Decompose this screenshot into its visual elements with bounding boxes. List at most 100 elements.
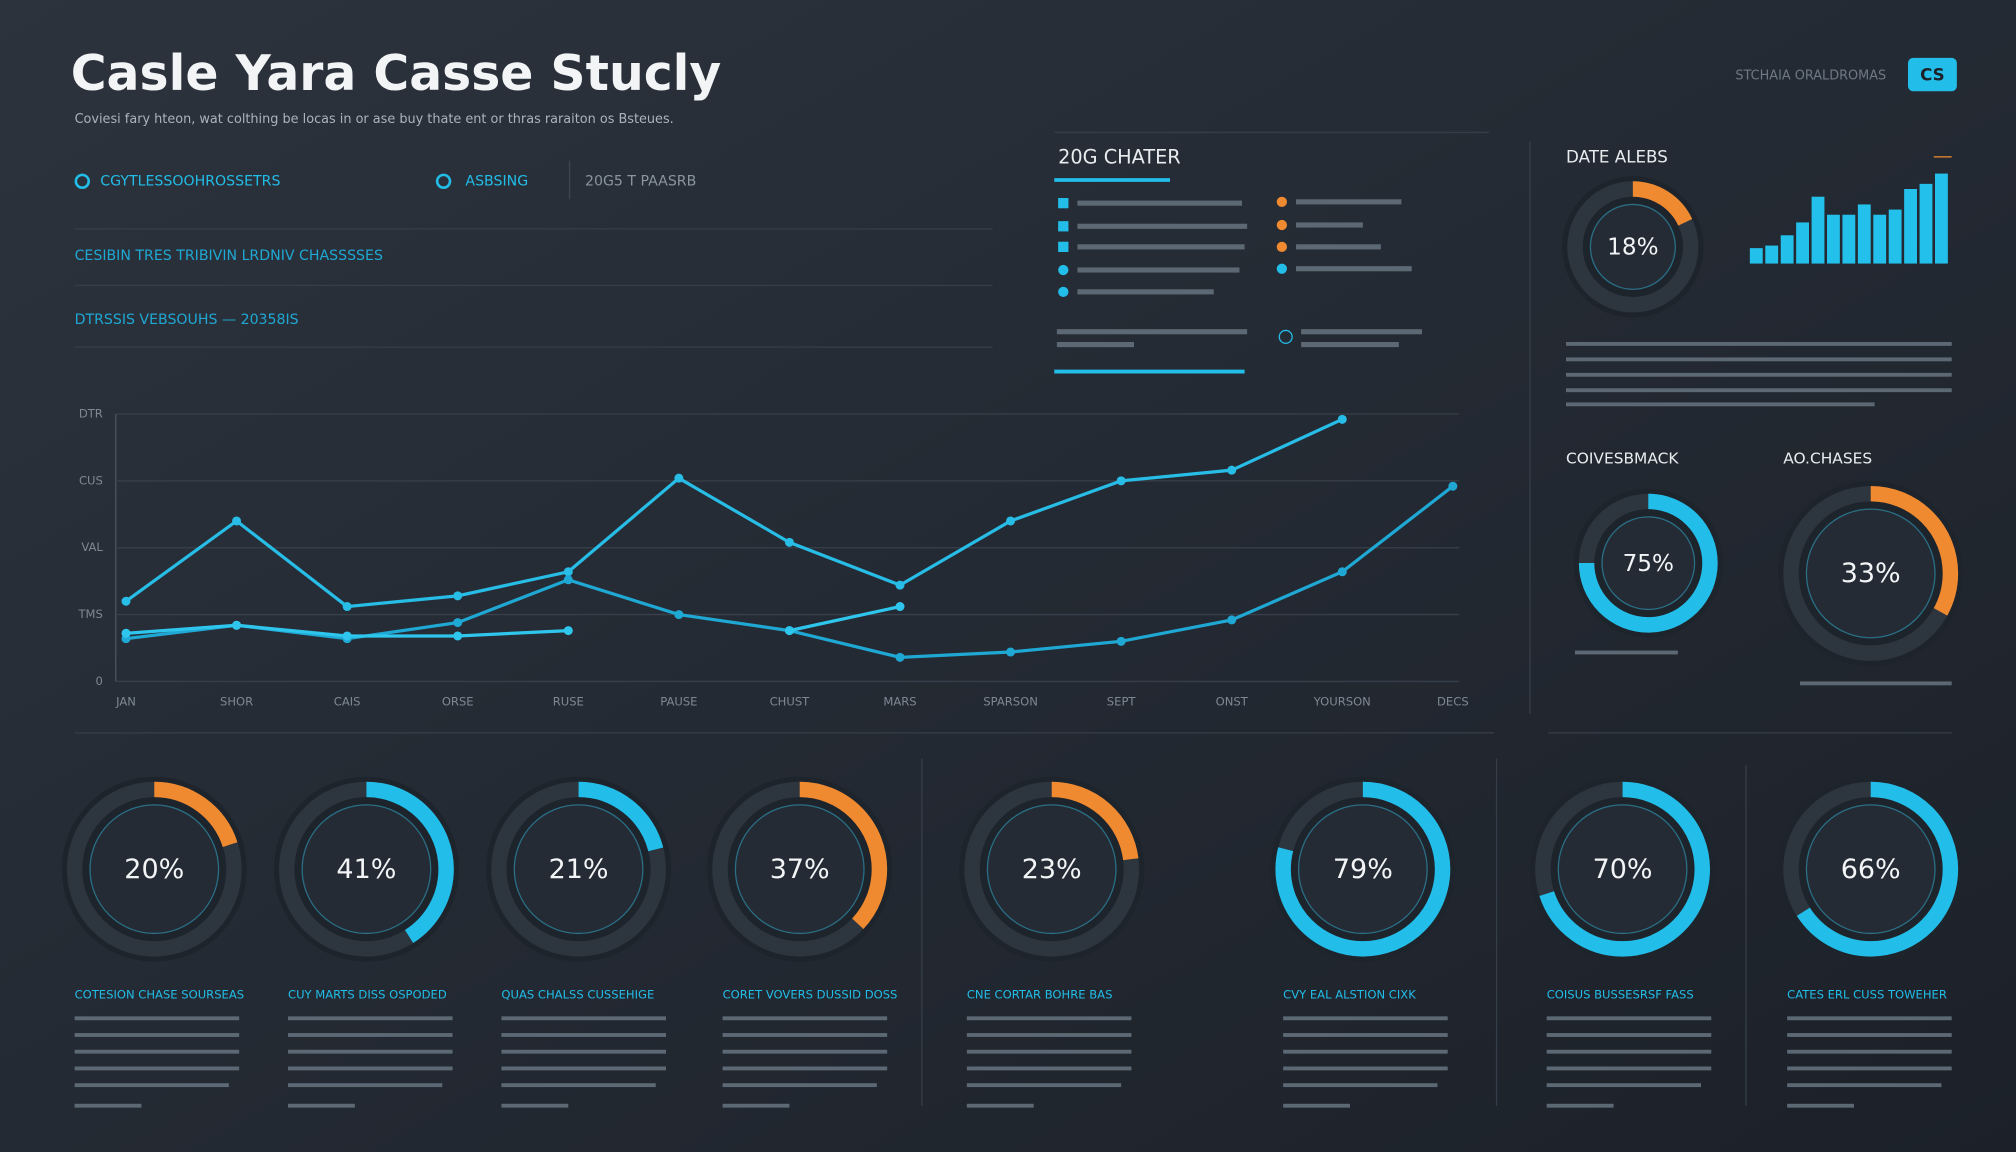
bar <box>1919 183 1933 264</box>
text-placeholder <box>966 1049 1132 1054</box>
text-placeholder <box>501 1066 666 1071</box>
point <box>1448 481 1458 491</box>
x-tick-label: CAIS <box>334 695 361 709</box>
y-tick-label: TMS <box>77 607 102 621</box>
point <box>563 626 573 636</box>
gauge-arc <box>712 781 888 957</box>
x-tick-label: CHUST <box>770 695 811 709</box>
point <box>1227 615 1237 625</box>
point <box>674 610 684 620</box>
bar <box>1842 214 1856 264</box>
text-placeholder <box>966 1103 1034 1108</box>
gauge-arc <box>1567 181 1699 313</box>
text-placeholder <box>1546 1033 1712 1037</box>
gauge-inner <box>1805 804 1936 935</box>
point <box>563 575 573 585</box>
line-series <box>125 417 1343 609</box>
legend-placeholder <box>1056 196 1422 348</box>
gauge-label: 70% <box>1593 854 1653 885</box>
panel-title: 20G CHATER <box>1058 146 1181 169</box>
y-tick-label: DTR <box>79 407 103 421</box>
filter[interactable]: DTRSSIS VEBSOUHS — 20358IS <box>75 312 299 328</box>
gauge-arc <box>491 781 667 957</box>
x-tick-label: SEPT <box>1107 695 1137 709</box>
bar <box>1873 214 1887 264</box>
point <box>121 596 131 606</box>
text-placeholder <box>722 1016 888 1021</box>
text-placeholder <box>1546 1016 1712 1021</box>
gauge-arc <box>1275 781 1451 957</box>
point <box>895 580 905 590</box>
text-placeholder <box>288 1103 355 1108</box>
subtitle: Coviesi fary hteon, wat colthing be loca… <box>75 112 674 127</box>
point <box>563 567 573 577</box>
text-placeholder <box>501 1033 666 1037</box>
x-tick-label: MARS <box>883 695 916 709</box>
text-placeholder <box>288 1066 453 1071</box>
card-heading: CUY MARTS DISS OSPODED <box>288 988 447 1002</box>
text-placeholder <box>74 1083 229 1088</box>
gauge-arc <box>1783 486 1959 661</box>
text-placeholder <box>74 1049 240 1054</box>
gauge-inner <box>1297 804 1428 935</box>
text-placeholder <box>1787 1083 1942 1088</box>
text-placeholder <box>74 1016 240 1021</box>
panel-title: AO.CHASES <box>1783 450 1872 468</box>
point <box>1116 636 1126 646</box>
text-placeholder <box>1787 1103 1854 1108</box>
text-placeholder <box>501 1016 666 1021</box>
point <box>674 473 684 483</box>
text-placeholder <box>74 1033 240 1037</box>
text-placeholder <box>1787 1033 1952 1037</box>
bar <box>1827 214 1840 264</box>
text-placeholder <box>1283 1016 1448 1021</box>
bar <box>1780 235 1794 264</box>
point <box>342 602 352 612</box>
card-heading: QUAS CHALSS CUSSEHIGE <box>501 988 654 1002</box>
filter[interactable]: CESIBIN TRES TRIBIVIN LRDNIV CHASSSSES <box>75 248 383 264</box>
gauge-label: 37% <box>770 854 830 885</box>
gauge-inner <box>89 804 220 935</box>
text-placeholder <box>1283 1049 1448 1054</box>
gauge-arc <box>279 781 454 957</box>
gauge-label: 79% <box>1333 854 1393 885</box>
gauge-arc <box>1783 781 1959 957</box>
text-placeholder <box>288 1016 453 1021</box>
filter[interactable]: ASBSING <box>465 173 528 189</box>
text-placeholder <box>501 1103 569 1108</box>
text-placeholder <box>74 1103 142 1108</box>
point <box>1006 516 1016 526</box>
text-placeholder <box>288 1083 443 1088</box>
panel-title: COIVESBMACK <box>1566 450 1679 468</box>
point <box>784 537 794 547</box>
bar <box>1904 189 1917 264</box>
card-heading: CORET VOVERS DUSSID DOSS <box>723 988 898 1002</box>
filter[interactable]: CGYTLESSOOHROSSETRS <box>100 173 280 189</box>
text-placeholder <box>966 1016 1132 1021</box>
text-placeholder <box>1283 1033 1448 1037</box>
text-placeholder <box>1546 1083 1701 1088</box>
card-heading: CATES ERL CUSS TOWEHER <box>1787 988 1947 1002</box>
text-placeholder <box>1283 1066 1448 1071</box>
card-heading: COTESION CHASE SOURSEAS <box>75 988 245 1002</box>
point <box>895 652 905 662</box>
x-tick-label: SHOR <box>220 695 253 709</box>
gauge-arc <box>1578 493 1718 633</box>
gauge-label: 66% <box>1841 854 1901 885</box>
gauge-label: 41% <box>336 854 396 885</box>
bar <box>1796 222 1809 264</box>
gauge-arc <box>1535 781 1710 957</box>
card-heading: COISUS BUSSESRSF FASS <box>1547 988 1694 1002</box>
x-tick-label: RUSE <box>553 695 584 709</box>
bar <box>1888 209 1902 264</box>
gauge-inner <box>1589 203 1676 290</box>
x-tick-label: YOURSON <box>1313 695 1371 709</box>
point <box>121 628 131 638</box>
x-tick-label: ORSE <box>442 695 474 709</box>
text-placeholder <box>1546 1066 1712 1071</box>
bar <box>1811 196 1825 264</box>
filter[interactable]: 20G5 T PAASRB <box>585 173 696 189</box>
gauge-inner <box>1805 508 1936 639</box>
card-heading: CVY EAL ALSTION CIXK <box>1283 988 1416 1002</box>
